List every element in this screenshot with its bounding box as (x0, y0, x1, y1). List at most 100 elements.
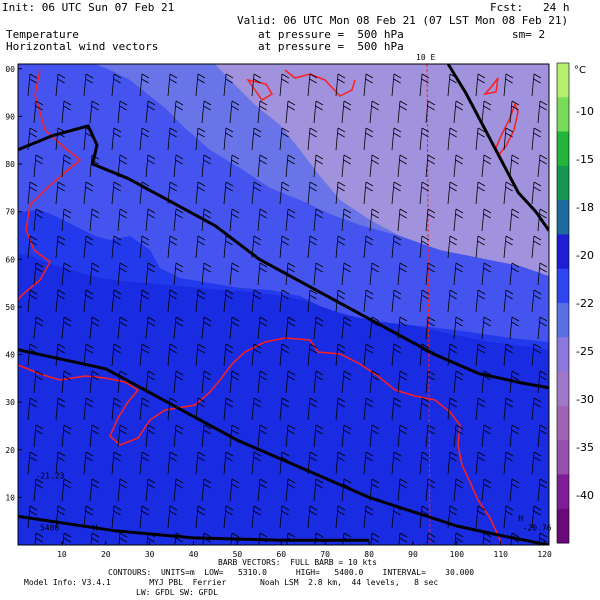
wind-barb (34, 532, 44, 545)
field2-name: Horizontal wind vectors (6, 40, 159, 53)
wind-barb (341, 100, 352, 124)
wind-barb (313, 424, 324, 448)
wind-barb (201, 424, 212, 448)
wind-barb (173, 100, 184, 124)
wind-barb (139, 397, 150, 421)
y-tick-label: 40 (5, 351, 15, 360)
contour-line-5340 (18, 124, 549, 390)
wind-barb (139, 289, 150, 313)
wind-barb (167, 289, 178, 313)
wind-barb (173, 262, 184, 286)
x-tick-label: 80 (364, 550, 374, 559)
wind-barb (61, 316, 72, 340)
wind-barb (391, 235, 402, 259)
wind-barb (167, 127, 178, 151)
wind-barb (61, 370, 72, 394)
wind-barb (453, 478, 464, 502)
wind-barb (313, 208, 324, 232)
wind-barb (475, 397, 486, 421)
wind-barb (83, 235, 94, 259)
wind-barb (335, 181, 346, 205)
wind-barb (257, 154, 268, 178)
wind-barb (117, 316, 128, 340)
wind-barb (229, 154, 240, 178)
wind-barb (89, 262, 100, 286)
wind-barb (447, 289, 458, 313)
wind-barb (251, 73, 262, 97)
wind-barb (475, 505, 486, 529)
wind-barb (285, 316, 296, 340)
wind-barb (391, 397, 402, 421)
wind-barb (145, 208, 156, 232)
wind-barb (229, 100, 240, 124)
wind-barb (391, 73, 402, 97)
wind-barb (279, 73, 290, 97)
wind-barb (201, 478, 212, 502)
y-tick-label: 60 (5, 255, 15, 264)
wind-barb (195, 505, 206, 529)
wind-barb (307, 127, 318, 151)
field2-level: at pressure = 500 hPa (258, 40, 404, 53)
wind-barb (313, 100, 324, 124)
wind-barb (426, 532, 436, 545)
wind-barb (453, 424, 464, 448)
contour-line-5400 (18, 514, 370, 542)
wind-barb (279, 289, 290, 313)
wind-barbs (27, 73, 548, 545)
wind-barb (223, 451, 234, 475)
wind-barb (419, 235, 430, 259)
colorbar-swatch (557, 63, 569, 98)
y-tick-label: 20 (5, 446, 15, 455)
wind-barb (397, 154, 408, 178)
colorbar-swatch (557, 371, 569, 407)
y-tick-label: 30 (5, 398, 15, 407)
x-tick-label: 90 (408, 550, 418, 559)
contour-line-5370 (18, 348, 549, 545)
wind-barb (61, 100, 72, 124)
wind-barb (279, 397, 290, 421)
wind-barb (447, 397, 458, 421)
colorbar-swatch (557, 165, 569, 201)
wind-barb (363, 505, 374, 529)
wind-barb (111, 343, 122, 367)
wind-barb (537, 100, 548, 124)
y-tick-label: 80 (5, 160, 15, 169)
wind-barb (33, 262, 44, 286)
wind-barb (118, 532, 128, 545)
wind-barb (223, 73, 234, 97)
wind-barb (481, 262, 492, 286)
barb-legend: BARB VECTORS: FULL BARB = 10 kts (218, 558, 377, 567)
colorbar-swatch (557, 440, 569, 475)
wind-barb (167, 235, 178, 259)
wind-barb (531, 451, 542, 475)
wind-barb (307, 289, 318, 313)
wind-barb (341, 154, 352, 178)
colorbar-swatch (557, 131, 569, 167)
wind-barb (201, 370, 212, 394)
wind-barb (369, 262, 380, 286)
wind-barb (335, 451, 346, 475)
wind-barb (195, 451, 206, 475)
wind-barb (223, 127, 234, 151)
wind-barb (145, 316, 156, 340)
wind-barb (509, 262, 520, 286)
x-tick-label: 60 (276, 550, 286, 559)
wind-barb (313, 478, 324, 502)
colorbar: -10 -15 -18 -20 -22 -25 -30 -35 -40 (556, 62, 594, 544)
x-tick-label: 70 (320, 550, 330, 559)
wind-barb (363, 289, 374, 313)
wind-barb (453, 100, 464, 124)
wind-barb (537, 478, 548, 502)
wind-barb (503, 127, 514, 151)
colorbar-swatch (557, 268, 569, 304)
wind-barb (139, 451, 150, 475)
wind-barb (425, 316, 436, 340)
wind-barb (251, 505, 262, 529)
wind-barb (503, 73, 514, 97)
wind-barb (285, 478, 296, 502)
wind-barb (313, 370, 324, 394)
wind-barb (111, 505, 122, 529)
wind-barb (201, 154, 212, 178)
wind-barb (55, 451, 66, 475)
wind-barb (425, 100, 436, 124)
